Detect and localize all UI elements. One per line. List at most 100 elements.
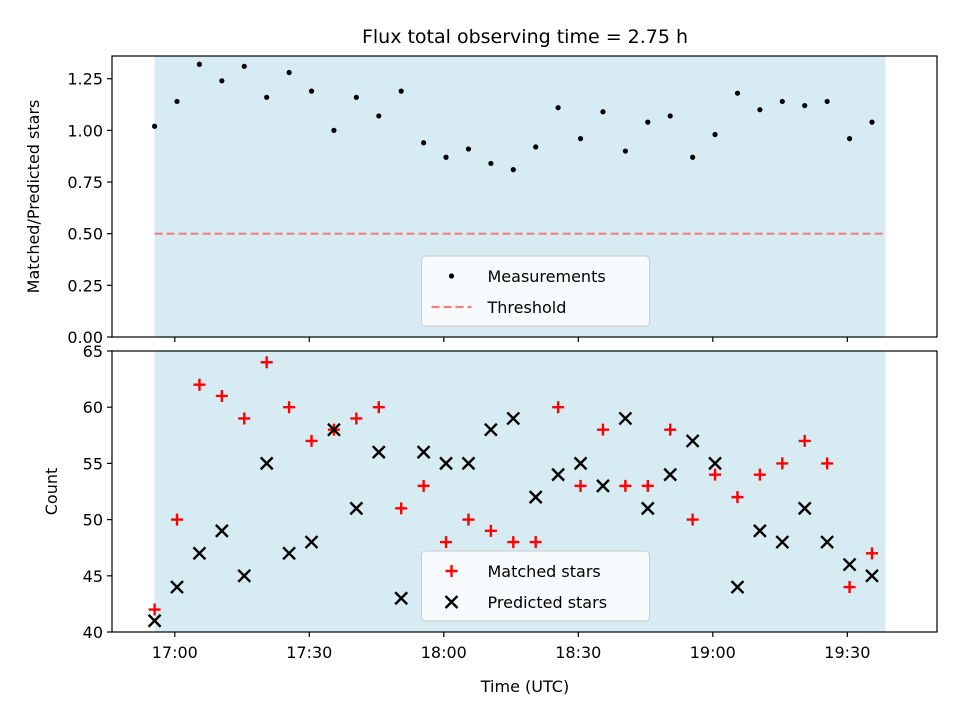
data-point xyxy=(192,546,207,561)
data-point xyxy=(461,456,476,471)
y-axis-label: Count xyxy=(42,468,61,516)
data-point xyxy=(820,535,834,549)
series-measurements xyxy=(151,61,875,173)
data-point xyxy=(802,102,808,109)
data-point xyxy=(529,536,542,549)
data-point xyxy=(753,523,767,538)
data-point xyxy=(690,154,696,160)
legend: Measurements Threshold xyxy=(421,255,650,327)
data-point xyxy=(376,113,382,119)
data-point xyxy=(865,547,878,560)
data-point xyxy=(282,546,296,561)
data-point xyxy=(821,457,834,470)
y-axis-label: Matched/Predicted stars xyxy=(24,100,43,294)
data-point xyxy=(241,63,247,69)
data-point xyxy=(264,94,270,100)
data-point xyxy=(622,148,628,154)
data-point xyxy=(685,434,700,448)
panels: 0.00 0.25 0.50 0.75 1.00 1.25 Matched/Predicte… xyxy=(24,55,938,662)
data-point xyxy=(148,603,161,616)
data-point xyxy=(398,88,404,94)
y-tick-label: 40 xyxy=(83,623,103,642)
data-point xyxy=(596,479,610,493)
data-point xyxy=(174,98,180,105)
y-tick-label: 0.50 xyxy=(67,225,103,244)
data-point xyxy=(350,412,363,425)
data-point xyxy=(753,468,766,481)
data-point xyxy=(439,456,453,471)
series-predicted-stars xyxy=(147,411,879,628)
y-tick-label: 55 xyxy=(83,454,103,473)
y-tick-label: 0.75 xyxy=(67,173,103,192)
x-tick-label: 19:30 xyxy=(824,643,870,662)
data-point xyxy=(712,131,718,138)
data-point xyxy=(574,479,587,492)
x-tick-label: 17:00 xyxy=(152,643,198,662)
data-point xyxy=(286,69,292,76)
data-point xyxy=(484,422,498,437)
data-point xyxy=(331,127,337,133)
data-point xyxy=(596,423,609,436)
data-point xyxy=(147,613,162,628)
data-point xyxy=(618,411,633,426)
data-point xyxy=(371,445,386,460)
series-matched-stars xyxy=(148,356,878,616)
data-point xyxy=(484,524,497,537)
data-point xyxy=(686,513,699,526)
data-point xyxy=(734,90,741,96)
data-point xyxy=(215,523,229,538)
data-point xyxy=(641,479,654,492)
x-tick-label: 18:00 xyxy=(421,643,467,662)
data-point xyxy=(394,591,409,606)
data-point xyxy=(219,78,225,84)
plot-frame xyxy=(111,350,938,633)
x-tick-label: 19:00 xyxy=(690,643,736,662)
data-point xyxy=(506,411,521,426)
legend-marker xyxy=(448,273,455,279)
data-point xyxy=(797,501,812,516)
y-tick-label: 0.25 xyxy=(67,276,103,295)
data-point xyxy=(552,401,565,414)
y-tick-label: 65 xyxy=(83,342,103,361)
legend-label: Threshold xyxy=(487,298,567,317)
data-point xyxy=(238,412,251,425)
data-point xyxy=(708,456,722,471)
data-point xyxy=(730,580,745,594)
data-point xyxy=(663,467,678,482)
data-point xyxy=(551,467,565,482)
data-point xyxy=(193,378,206,391)
data-point xyxy=(417,479,430,492)
data-point xyxy=(667,113,673,119)
legend: Matched stars Predicted stars xyxy=(421,550,650,622)
data-point xyxy=(443,154,449,160)
legend-marker xyxy=(444,595,459,609)
y-tick-label: 1.25 xyxy=(67,70,103,89)
data-point xyxy=(731,491,744,504)
data-point xyxy=(619,479,632,492)
y-tick-label: 1.00 xyxy=(67,121,103,140)
data-point xyxy=(171,513,184,526)
legend-label: Measurements xyxy=(488,267,606,286)
legend-label: Matched stars xyxy=(488,562,601,581)
data-point xyxy=(196,61,203,67)
data-point xyxy=(779,98,785,105)
data-point xyxy=(555,105,561,111)
data-point xyxy=(395,502,408,515)
plot-frame xyxy=(111,55,938,338)
data-point xyxy=(664,423,677,436)
data-point xyxy=(528,490,543,504)
data-point xyxy=(573,456,588,471)
data-point xyxy=(260,356,273,369)
data-point xyxy=(462,513,475,526)
data-point xyxy=(776,457,789,470)
x-axis-label: Time (UTC) xyxy=(480,677,569,696)
data-point xyxy=(775,535,790,549)
data-point xyxy=(421,140,427,146)
legend-box xyxy=(421,550,650,622)
data-point xyxy=(327,422,341,437)
data-point xyxy=(305,434,318,447)
data-point xyxy=(507,536,520,549)
data-point xyxy=(237,568,252,583)
data-point xyxy=(259,456,274,471)
data-point xyxy=(170,580,184,594)
